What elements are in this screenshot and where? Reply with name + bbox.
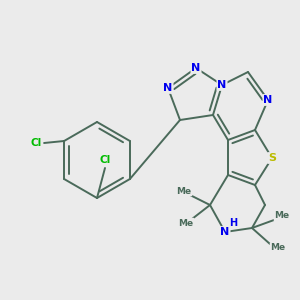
- Text: Me: Me: [274, 212, 290, 220]
- Text: N: N: [191, 63, 201, 73]
- Text: N: N: [220, 227, 230, 237]
- Text: N: N: [218, 80, 226, 90]
- Text: Cl: Cl: [99, 155, 111, 165]
- Text: N: N: [263, 95, 273, 105]
- Text: N: N: [164, 83, 172, 93]
- Text: Me: Me: [176, 187, 192, 196]
- Text: H: H: [229, 218, 237, 228]
- Text: Cl: Cl: [31, 138, 42, 148]
- Text: Me: Me: [270, 244, 286, 253]
- Text: Me: Me: [178, 218, 194, 227]
- Text: S: S: [268, 153, 276, 163]
